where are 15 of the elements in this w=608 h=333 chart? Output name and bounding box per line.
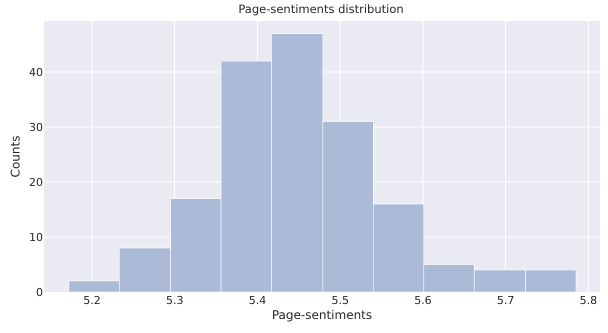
y-tick-label: 40 xyxy=(29,66,43,79)
x-tick-label: 5.5 xyxy=(331,294,349,307)
x-tick-label: 5.2 xyxy=(83,294,101,307)
y-tick-label: 20 xyxy=(29,176,43,189)
x-tick-label: 5.3 xyxy=(166,294,184,307)
chart-title: Page-sentiments distribution xyxy=(238,2,404,16)
x-tick-label: 5.6 xyxy=(414,294,432,307)
x-tick-label: 5.8 xyxy=(580,294,598,307)
y-tick-label: 30 xyxy=(29,120,43,134)
x-axis-title: Page-sentiments xyxy=(272,308,372,322)
x-tick-label: 5.7 xyxy=(496,294,514,307)
y-tick-label: 10 xyxy=(29,230,43,244)
x-tick-label: 5.4 xyxy=(248,294,266,307)
y-axis-title: Counts xyxy=(8,136,22,178)
y-tick-label: 0 xyxy=(36,286,43,299)
